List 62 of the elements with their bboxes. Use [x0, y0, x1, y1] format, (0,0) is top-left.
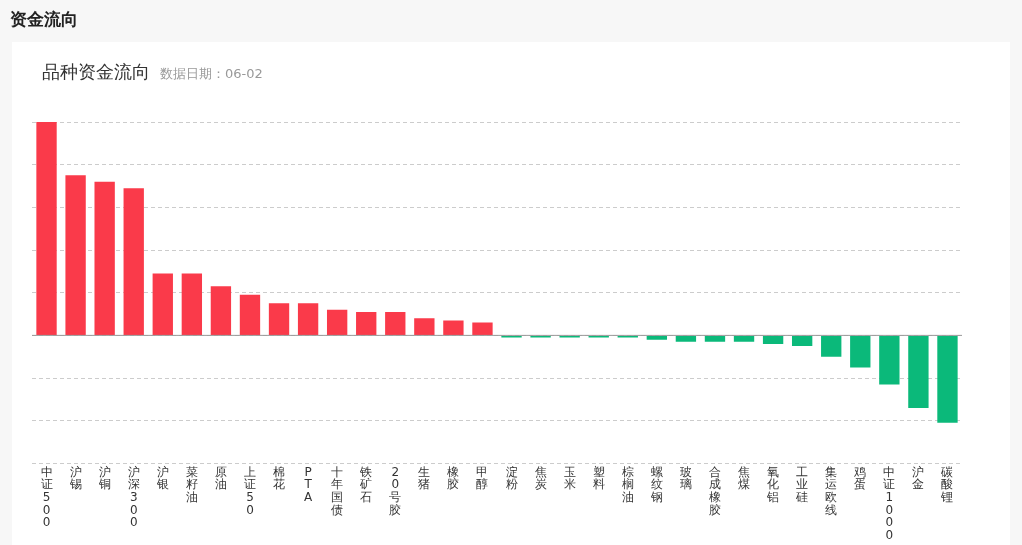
x-tick-label: 塑料: [592, 464, 605, 492]
x-tick-label: 棕榈油: [621, 464, 634, 505]
x-tick-label: 氧化铝: [766, 464, 780, 505]
bar: [472, 322, 493, 335]
bar: [36, 122, 57, 335]
bar: [123, 188, 144, 335]
x-tick-label: 沪锡: [68, 464, 82, 492]
x-tick-label: 沪金: [912, 464, 925, 492]
bar: [181, 273, 203, 335]
x-tick-label: 碳酸锂: [940, 464, 954, 505]
x-tick-label: 沪深300: [127, 464, 140, 530]
x-tick-label: 玉米: [563, 464, 576, 492]
bar: [326, 309, 348, 335]
x-tick-label: 棉花: [273, 464, 286, 492]
x-tick-label: 生猪: [418, 464, 431, 492]
bar: [356, 311, 377, 335]
bar: [937, 335, 958, 423]
bar: [239, 294, 261, 335]
bar: [268, 303, 290, 335]
bar: [791, 335, 813, 347]
chart-title: 资金流向: [10, 8, 78, 31]
x-tick-label: 橡胶: [447, 464, 460, 492]
bar: [879, 335, 900, 385]
bar: [443, 320, 464, 335]
x-tick-label: 十年国债: [331, 464, 344, 517]
x-tick-label: 甲醇: [476, 464, 489, 492]
x-tick-label: 沪银: [155, 464, 169, 492]
x-tick-label: 中证1000: [883, 464, 896, 542]
bar: [646, 335, 668, 340]
x-tick-label: 玻璃: [679, 464, 692, 492]
x-tick-label: 20号胶: [389, 464, 402, 517]
x-tick-label: 鸡蛋: [853, 464, 867, 492]
x-tick-label: 淀粉: [505, 464, 518, 492]
x-tick-label: 沪铜: [97, 464, 111, 492]
x-tick-label: 焦炭: [534, 464, 547, 492]
x-tick-label: 上证50: [243, 464, 256, 517]
bar: [762, 335, 784, 344]
x-tick-label: 原油: [214, 464, 227, 492]
x-tick-label: 工业硅: [795, 464, 809, 505]
chart-subtitle: 品种资金流向: [42, 61, 150, 82]
bar: [908, 335, 929, 408]
text: 数据日期：06-02: [160, 66, 263, 81]
bar: [94, 181, 115, 335]
x-tick-label: 集运欧线: [825, 464, 838, 517]
bar: [414, 318, 435, 335]
x-tick-label: PTA: [303, 464, 313, 505]
bar: [152, 273, 173, 335]
x-tick-label: 螺纹钢: [649, 464, 663, 505]
x-tick-label: 合成橡胶: [708, 464, 721, 517]
bar: [704, 335, 726, 342]
x-tick-label: 菜籽油: [185, 464, 198, 505]
x-tick-label: 中证500: [40, 464, 53, 530]
x-tick-label: 焦煤: [738, 464, 751, 492]
bar: [65, 175, 86, 335]
bar: [297, 303, 319, 335]
x-tick-label: 铁矿石: [359, 464, 373, 505]
bar: [675, 335, 697, 342]
bar: [850, 335, 871, 368]
bar: [385, 311, 406, 335]
bar: [733, 335, 755, 342]
bar: [821, 335, 842, 357]
bar: [210, 286, 232, 335]
